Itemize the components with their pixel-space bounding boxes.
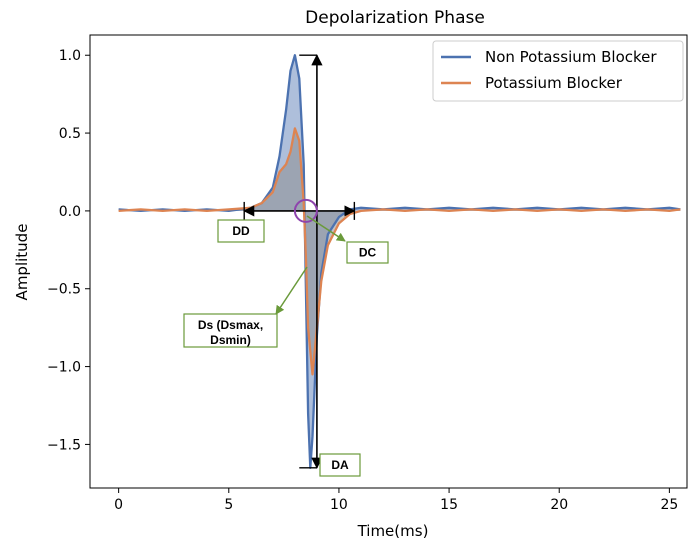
x-tick-label: 0: [114, 497, 123, 513]
legend-label-non-potassium-blocker: Non Potassium Blocker: [485, 48, 657, 66]
x-tick-label: 5: [224, 497, 233, 513]
y-axis-label: Amplitude: [13, 224, 31, 301]
legend-box: [432, 40, 684, 102]
ds-leader: [275, 266, 308, 315]
annotation-label-ds: Dsmin): [210, 333, 251, 347]
legend: Non Potassium Blocker Potassium Blocker: [432, 40, 684, 102]
x-axis: 0 5 10 15 20 25: [114, 488, 678, 513]
fill-layer: [118, 55, 681, 468]
y-tick-label: 0.5: [59, 126, 81, 142]
annotation-label-dc: DC: [359, 246, 377, 260]
x-tick-label: 15: [440, 497, 458, 513]
y-tick-label: −0.5: [47, 282, 81, 298]
annotation-label-ds: Ds (Dsmax,: [198, 318, 263, 332]
y-tick-label: 1.0: [59, 48, 81, 64]
chart-title: Depolarization Phase: [305, 8, 485, 28]
dc-leader: [306, 215, 346, 242]
series-layer: [118, 54, 681, 469]
series-fill-non-potassium-blocker: [118, 55, 681, 468]
y-tick-label: −1.5: [47, 437, 81, 453]
annotation-box-dc: [346, 241, 389, 264]
plot-frame: [89, 34, 688, 489]
x-tick-label: 20: [550, 497, 568, 513]
x-axis-label: Time(ms): [357, 522, 429, 540]
annotation-box-dd: [217, 219, 265, 243]
annotation-label-dd: DD: [232, 224, 250, 238]
annotation-box-da: [319, 453, 361, 477]
x-tick-label: 10: [330, 497, 348, 513]
annotation-layer: DD DC Ds (Dsmax,Dsmin) DA: [183, 54, 389, 477]
y-tick-label: −1.0: [47, 360, 81, 376]
y-axis: 1.0 0.5 0.0 −0.5 −1.0 −1.5: [47, 48, 90, 453]
x-tick-label: 25: [660, 497, 678, 513]
crossing-circle: [293, 198, 318, 223]
series-line-non-potassium-blocker: [118, 54, 681, 469]
legend-label-potassium-blocker: Potassium Blocker: [485, 74, 623, 92]
annotation-label-da: DA: [331, 458, 349, 472]
y-tick-label: 0.0: [59, 204, 81, 220]
annotation-box-ds: [183, 313, 278, 348]
